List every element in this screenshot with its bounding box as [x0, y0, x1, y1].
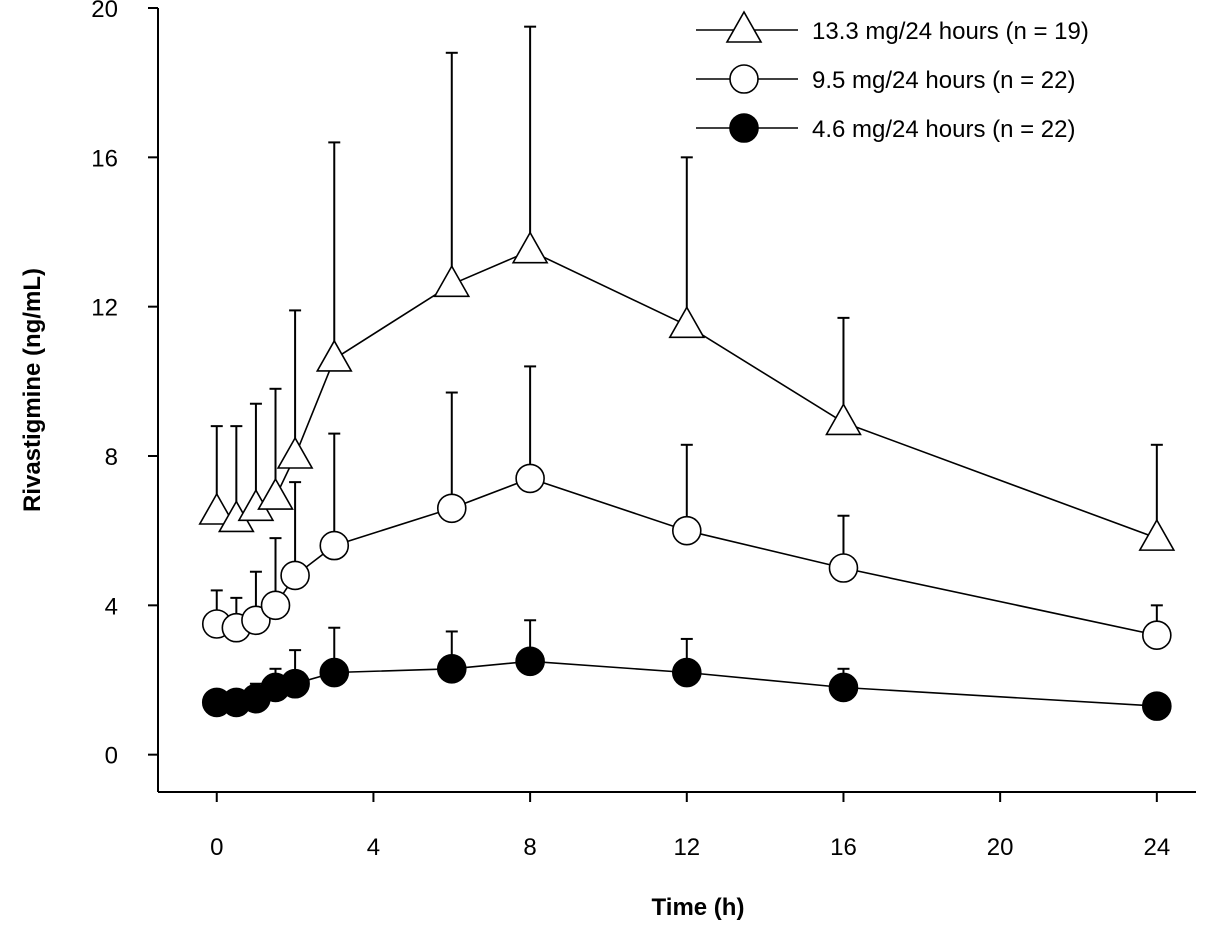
legend-label: 4.6 mg/24 hours (n = 22) — [812, 116, 1075, 143]
x-axis-title: Time (h) — [652, 894, 745, 921]
data-point — [436, 653, 467, 684]
y-tick-label: 8 — [105, 444, 118, 471]
legend-item-2: 4.6 mg/24 hours (n = 22) — [696, 113, 1075, 143]
data-point — [319, 530, 350, 561]
y-axis-title: Rivastigmine (ng/mL) — [19, 268, 46, 512]
series-1 — [201, 365, 1172, 651]
y-tick-label: 16 — [91, 145, 118, 172]
data-point — [671, 515, 702, 546]
data-point — [515, 463, 545, 494]
axes: 0 4 8 12 16 20 24 0 4 8 12 16 20 — [91, 0, 1196, 861]
data-point — [280, 668, 310, 699]
legend-item-1: 9.5 mg/24 hours (n = 22) — [696, 64, 1075, 94]
legend-label: 13.3 mg/24 hours (n = 19) — [812, 18, 1089, 45]
y-tick-label: 4 — [105, 593, 118, 620]
data-point — [1138, 518, 1176, 551]
y-tick-label: 12 — [91, 295, 118, 322]
y-tick-label: 20 — [91, 0, 118, 23]
legend-label: 9.5 mg/24 hours (n = 22) — [812, 67, 1075, 94]
legend-item-0: 13.3 mg/24 hours (n = 19) — [696, 10, 1089, 45]
x-tick-label: 4 — [367, 834, 380, 861]
series-0 — [198, 25, 1176, 551]
data-point — [257, 477, 294, 510]
data-point — [1142, 691, 1172, 721]
data-point — [515, 646, 545, 677]
series-2 — [201, 619, 1172, 721]
y-tick-label: 0 — [105, 743, 118, 770]
data-point — [198, 492, 236, 525]
x-tick-label: 16 — [830, 834, 857, 861]
legend-marker — [725, 10, 763, 43]
data-point — [436, 493, 467, 524]
x-tick-label: 20 — [987, 834, 1014, 861]
data-point — [260, 590, 291, 621]
data-point — [828, 553, 859, 583]
legend-marker — [729, 64, 759, 94]
data-point — [319, 657, 350, 688]
data-point — [825, 402, 862, 436]
x-tick-label: 8 — [523, 834, 536, 861]
data-point — [315, 339, 353, 372]
data-point — [280, 560, 310, 591]
data-point — [668, 305, 706, 339]
data-point — [828, 672, 859, 703]
x-tick-label: 0 — [210, 834, 223, 861]
data-point — [276, 436, 314, 469]
data-point — [433, 264, 471, 298]
x-tick-label: 24 — [1143, 834, 1170, 861]
series-layer — [198, 25, 1176, 721]
legend-marker — [729, 113, 759, 143]
legend: 13.3 mg/24 hours (n = 19) 9.5 mg/24 hours… — [696, 10, 1089, 143]
data-point — [1142, 620, 1172, 651]
x-tick-label: 12 — [673, 834, 700, 861]
data-point — [241, 605, 271, 636]
data-point — [511, 231, 549, 264]
data-point — [671, 657, 702, 688]
